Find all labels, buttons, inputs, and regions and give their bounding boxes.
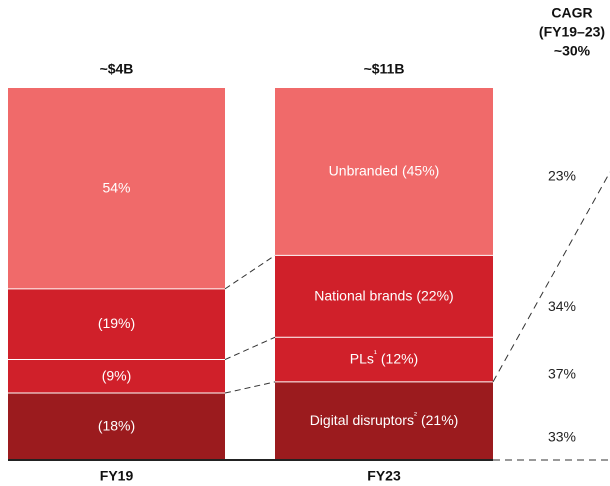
cagr-label: 34% [548,298,576,314]
series-name: PLs [350,350,374,366]
segment-label: Unbranded (45%) [329,162,440,178]
value-label: (21%) [421,412,458,428]
series-name-sup: ¹ [374,349,377,359]
segment-label: Digital disruptors² (21%) [310,410,459,427]
total-label: ~$4B [100,61,134,77]
x-tick-label: FY23 [367,468,401,484]
bar-segment [275,337,493,382]
series-name: Unbranded [329,162,398,178]
cagr-label: 37% [548,365,576,381]
total-label: ~$11B [364,61,405,77]
segment-label: (19%) [98,315,135,331]
bar-segment [275,88,493,256]
segment-label: (18%) [98,417,135,433]
cagr-total: ~30% [554,43,591,59]
connector [224,381,276,394]
value-label: (19%) [98,315,135,331]
connector [224,336,276,361]
value-label: (12%) [381,350,418,366]
segment-label: 54% [102,179,130,195]
series-name-sup: ² [414,410,417,420]
segment-label: (9%) [102,367,132,383]
value-label: (45%) [402,162,439,178]
value-label: (9%) [102,367,132,383]
connector [224,254,276,290]
bar-segment [8,288,225,360]
cagr-line [492,171,610,383]
x-tick-label: FY19 [100,468,134,484]
value-label: (18%) [98,417,135,433]
segment-label: PLs¹ (12%) [350,349,418,366]
bar-segment [275,255,493,338]
bar-segment [8,359,225,394]
cagr-title: (FY19–23) [539,24,605,40]
bar-segment [275,381,493,460]
segment-label: National brands (22%) [314,287,453,303]
cagr-label: 23% [548,167,576,183]
cagr-title: CAGR [551,5,592,21]
series-name: Digital disruptors [310,412,414,428]
series-name: National brands [314,287,412,303]
value-label: 54% [102,179,130,195]
value-label: (22%) [416,287,453,303]
bar-segment [8,88,225,289]
cagr-label: 33% [548,429,576,445]
bar-segment [8,393,225,460]
